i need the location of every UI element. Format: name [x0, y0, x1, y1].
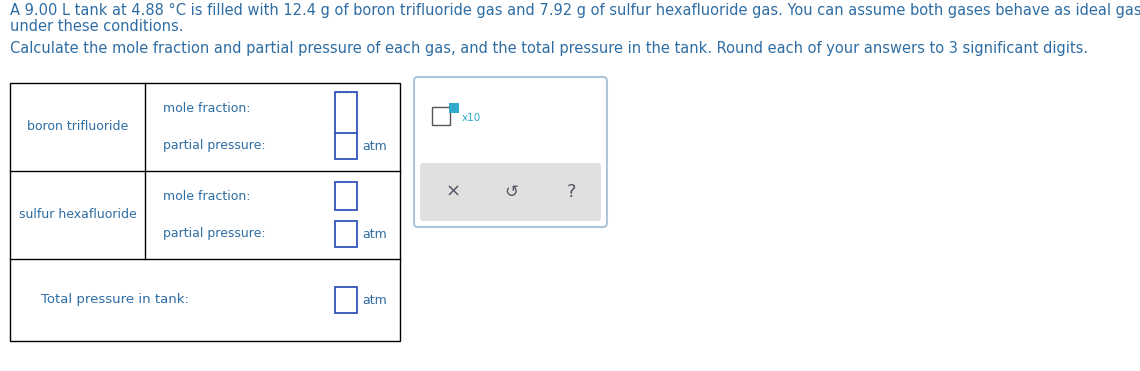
Bar [335, 92, 357, 134]
Text: atm: atm [363, 139, 386, 152]
Text: under these conditions.: under these conditions. [10, 19, 184, 34]
Text: atm: atm [363, 293, 386, 306]
Bar [335, 133, 357, 159]
Bar [449, 103, 459, 113]
Text: atm: atm [363, 227, 386, 240]
Text: mole fraction:: mole fraction: [163, 102, 251, 115]
FancyBboxPatch shape [420, 163, 601, 221]
Bar [10, 83, 400, 341]
Text: ↺: ↺ [504, 183, 518, 201]
Text: partial pressure:: partial pressure: [163, 139, 266, 152]
Text: Total pressure in tank:: Total pressure in tank: [41, 293, 189, 306]
Bar [335, 221, 357, 247]
Text: sulfur hexafluoride: sulfur hexafluoride [18, 209, 137, 221]
Bar [432, 107, 450, 125]
Text: Calculate the mole fraction and partial pressure of each gas, and the total pres: Calculate the mole fraction and partial … [10, 41, 1088, 56]
Bar [335, 182, 357, 210]
Text: A 9.00 L tank at 4.88 °C is filled with 12.4 g of boron trifluoride gas and 7.92: A 9.00 L tank at 4.88 °C is filled with … [10, 3, 1140, 18]
Text: partial pressure:: partial pressure: [163, 227, 266, 240]
Text: ?: ? [567, 183, 576, 201]
Bar [335, 287, 357, 313]
Text: ×: × [446, 183, 461, 201]
Text: mole fraction:: mole fraction: [163, 190, 251, 203]
Text: boron trifluoride: boron trifluoride [27, 121, 128, 134]
FancyBboxPatch shape [414, 77, 606, 227]
Bar [423, 166, 598, 218]
Text: x10: x10 [462, 113, 481, 123]
